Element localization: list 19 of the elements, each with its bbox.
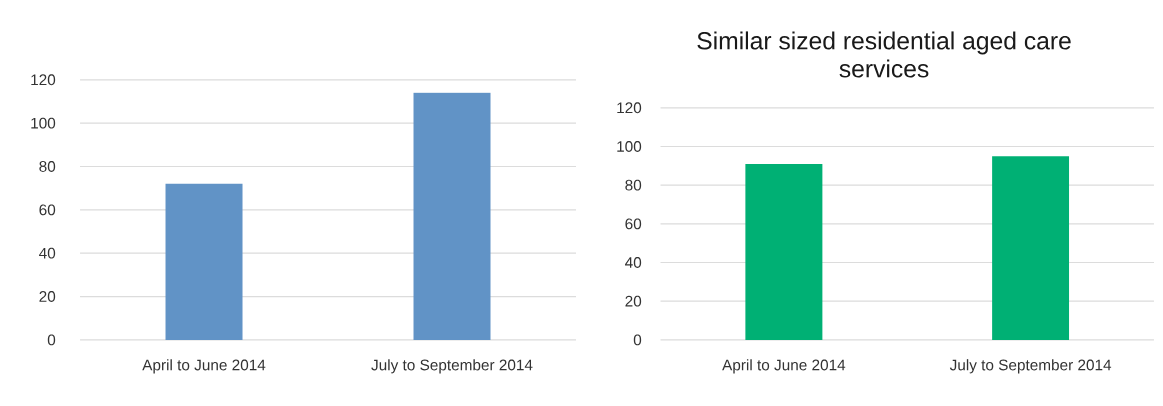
chart-title: Similar sized residential aged care services — [697, 31, 1071, 78]
y-tick-label: 20 — [625, 295, 642, 307]
y-tick-label: 0 — [633, 334, 642, 346]
x-tick-label: April to June 2014 — [722, 359, 846, 374]
y-tick-label: 100 — [31, 117, 56, 129]
y-tick-label: 80 — [625, 179, 642, 191]
x-tick-label: July to September 2014 — [371, 359, 533, 374]
y-tick-label: 80 — [39, 161, 56, 172]
x-tick-label: July to September 2014 — [949, 359, 1112, 374]
x-tick-label: April to June 2014 — [142, 359, 266, 374]
y-tick-label: 60 — [625, 218, 642, 230]
y-tick-label: 60 — [39, 204, 56, 216]
y-tick-label: 40 — [39, 247, 56, 259]
y-tick-label: 100 — [617, 141, 642, 152]
y-tick-label: 40 — [625, 257, 642, 268]
y-tick-label: 20 — [39, 291, 56, 302]
y-tick-label: 120 — [617, 102, 642, 114]
y-tick-label: 0 — [47, 334, 56, 346]
y-tick-label: 120 — [31, 74, 56, 86]
